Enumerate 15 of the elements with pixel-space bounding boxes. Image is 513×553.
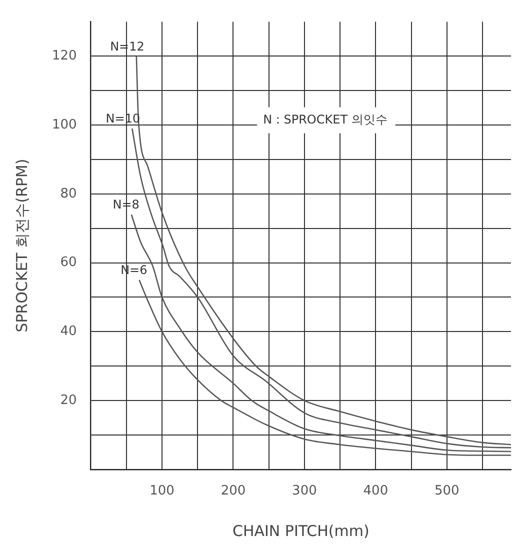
x-axis-title: CHAIN PITCH(mm) [232,522,370,540]
y-tick-label: 60 [60,255,77,270]
y-tick-label: 20 [60,392,77,408]
x-tick-label: 300 [292,484,317,499]
line-series [138,279,511,456]
x-tick-label: 200 [220,484,246,499]
y-tick-label: 120 [52,48,77,64]
y-tick-label: 40 [60,324,77,340]
x-tick-label: 400 [363,484,388,499]
x-tick-label: 500 [434,484,460,499]
y-tick-label: 100 [52,117,77,132]
x-tick-label: 100 [150,484,174,499]
annotation: N : SPROCKET 의잇수 [263,112,388,126]
y-tick-label: 80 [60,186,77,202]
y-axis-title: SPROCKET 회전수(RPM) [12,158,31,332]
